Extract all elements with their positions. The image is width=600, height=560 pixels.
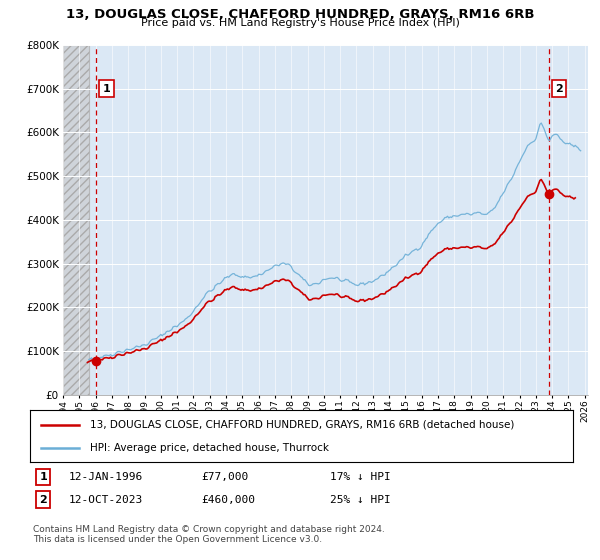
Text: Contains HM Land Registry data © Crown copyright and database right 2024.
This d: Contains HM Land Registry data © Crown c… (33, 525, 385, 544)
Text: £77,000: £77,000 (201, 472, 248, 482)
Text: £460,000: £460,000 (201, 494, 255, 505)
Text: 25% ↓ HPI: 25% ↓ HPI (330, 494, 391, 505)
Text: 17% ↓ HPI: 17% ↓ HPI (330, 472, 391, 482)
Text: 12-JAN-1996: 12-JAN-1996 (69, 472, 143, 482)
Text: 13, DOUGLAS CLOSE, CHAFFORD HUNDRED, GRAYS, RM16 6RB: 13, DOUGLAS CLOSE, CHAFFORD HUNDRED, GRA… (66, 8, 534, 21)
Text: 2: 2 (555, 83, 563, 94)
Text: 1: 1 (103, 83, 110, 94)
Text: 2: 2 (40, 494, 47, 505)
Bar (63, 45, 89, 395)
Text: 12-OCT-2023: 12-OCT-2023 (69, 494, 143, 505)
Text: Price paid vs. HM Land Registry's House Price Index (HPI): Price paid vs. HM Land Registry's House … (140, 18, 460, 29)
Bar (63, 45, 89, 395)
Text: 13, DOUGLAS CLOSE, CHAFFORD HUNDRED, GRAYS, RM16 6RB (detached house): 13, DOUGLAS CLOSE, CHAFFORD HUNDRED, GRA… (90, 420, 514, 430)
Text: HPI: Average price, detached house, Thurrock: HPI: Average price, detached house, Thur… (90, 442, 329, 452)
Text: 1: 1 (40, 472, 47, 482)
